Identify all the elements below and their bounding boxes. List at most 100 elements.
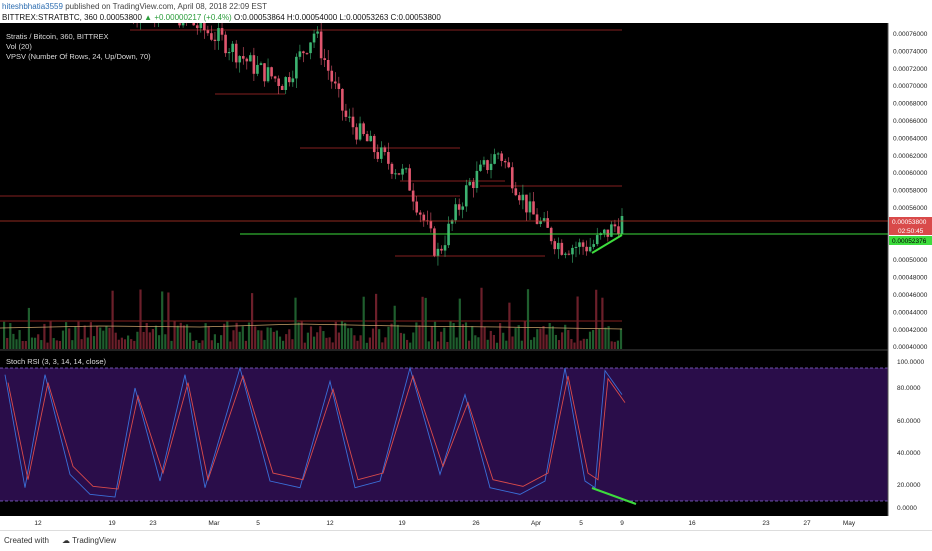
price-panel[interactable] — [0, 23, 888, 349]
price-tick-label: 0.00064000 — [893, 135, 928, 142]
volume-bar — [452, 323, 455, 349]
volume-bar — [102, 330, 105, 349]
created-with-text: Created with — [4, 536, 49, 545]
date-label: Apr — [531, 520, 542, 527]
candle-body — [319, 31, 323, 59]
candle-body — [270, 67, 273, 77]
volume-bar — [356, 340, 359, 349]
date-label: 12 — [34, 520, 42, 527]
support-tag-bg — [889, 236, 932, 245]
tradingview-logo-icon[interactable]: ☁ TradingView — [62, 536, 117, 545]
price-tick-label: 0.00056000 — [893, 205, 928, 212]
volume-bar — [303, 342, 306, 349]
volume-bar — [201, 340, 204, 349]
volume-bar — [347, 328, 350, 349]
volume-bar — [430, 326, 433, 349]
volume-bar — [340, 321, 344, 349]
volume-bar — [204, 323, 207, 349]
volume-bar — [573, 342, 576, 349]
date-label: 23 — [149, 520, 157, 527]
candle-body — [365, 134, 369, 142]
candle-body — [309, 42, 312, 54]
last-price: 0.00053800 — [99, 13, 142, 22]
volume-bar — [477, 337, 480, 349]
candle-body — [620, 216, 624, 234]
price-tick-label: 0.00040000 — [893, 344, 928, 351]
date-label: 16 — [688, 520, 696, 527]
chart-area[interactable]: 0.00076000 0.00074000 0.00072000 0.00070000… — [0, 23, 932, 530]
volume-bar — [576, 296, 579, 349]
author-link[interactable]: hiteshbhatia3559 — [2, 2, 63, 11]
volume-bar — [55, 340, 58, 349]
candle-body — [341, 88, 344, 111]
volume-bar — [30, 337, 34, 349]
candle-body — [503, 160, 507, 163]
chart-svg[interactable]: 0.00076000 0.00074000 0.00072000 0.00070000… — [0, 23, 932, 530]
time-axis[interactable] — [0, 516, 932, 530]
volume-bar — [136, 331, 139, 349]
volume-bar — [288, 329, 291, 349]
volume-bar — [406, 339, 409, 349]
volume-bar — [393, 305, 396, 349]
candle-body — [369, 135, 372, 142]
volume-bar — [52, 338, 55, 349]
volume-bar — [254, 326, 257, 349]
candle-body — [245, 58, 249, 62]
volume-bar — [282, 340, 285, 349]
candle-body — [574, 246, 578, 248]
candle-body — [249, 55, 252, 62]
volume-bar — [229, 341, 232, 349]
date-label: 5 — [256, 520, 260, 527]
volume-bar — [344, 322, 347, 349]
candle-body — [295, 56, 298, 79]
volume-bar — [170, 340, 173, 349]
volume-bar — [37, 334, 40, 349]
volume-bar — [381, 342, 384, 349]
volume-bar — [34, 337, 37, 349]
date-label: Mar — [208, 520, 220, 527]
candle-body — [617, 226, 620, 234]
candle-body — [595, 235, 599, 245]
candle-body — [493, 154, 496, 164]
volume-bar — [511, 336, 514, 349]
price-tick-label: 0.00058000 — [893, 188, 928, 195]
price-axis[interactable] — [888, 23, 932, 516]
candle-body — [181, 23, 185, 26]
volume-bar — [390, 323, 393, 349]
candle-body — [337, 83, 341, 89]
volume-bar — [278, 336, 282, 349]
candle-body — [606, 229, 610, 237]
candle-body — [521, 194, 525, 201]
candle-body — [525, 194, 528, 213]
candle-body — [252, 55, 256, 74]
price-tick-label: 0.00060000 — [893, 170, 928, 177]
candle-body — [213, 39, 217, 42]
price-tick-label: 0.00050000 — [893, 257, 928, 264]
volume-bar — [297, 322, 300, 349]
volume-bar — [92, 336, 96, 349]
volume-bar — [65, 322, 68, 349]
volume-bar — [300, 321, 303, 349]
date-label: 23 — [762, 520, 770, 527]
date-label: 5 — [579, 520, 583, 527]
candle-body — [210, 33, 213, 40]
volume-bar — [68, 328, 71, 349]
volume-bar — [291, 339, 294, 349]
candle-body — [316, 31, 319, 34]
candle-body — [238, 56, 242, 63]
volume-bar — [148, 332, 151, 349]
candle-body — [472, 181, 475, 189]
candle-body — [514, 188, 518, 196]
candle-body — [178, 23, 181, 26]
date-label: May — [843, 520, 856, 527]
volume-bar — [285, 334, 288, 349]
stoch-band-fill — [0, 368, 888, 501]
volume-bar — [139, 289, 142, 349]
volume-bar — [359, 335, 362, 349]
volume-bar — [449, 321, 452, 349]
volume-bar — [313, 336, 316, 349]
candle-body — [355, 127, 358, 140]
stoch-tick-label: 60.0000 — [897, 418, 921, 425]
volume-bar — [24, 341, 27, 349]
candle-body — [482, 160, 486, 165]
